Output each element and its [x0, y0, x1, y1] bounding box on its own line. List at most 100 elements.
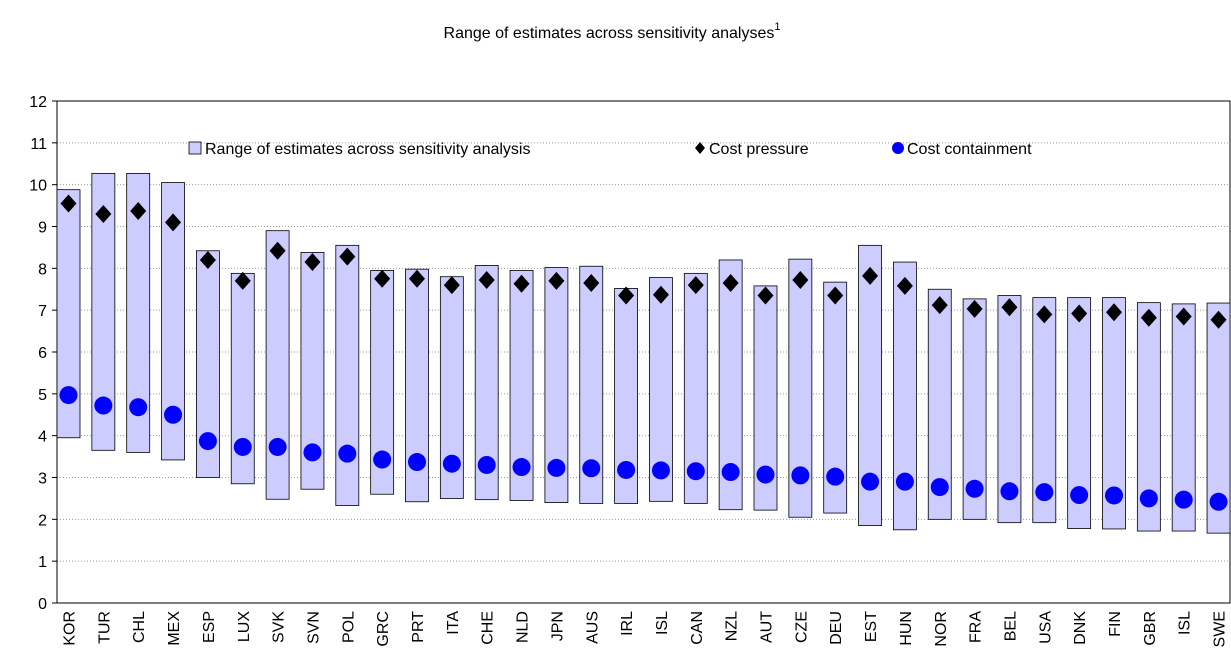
x-tick-label: KOR	[62, 611, 79, 646]
cost-containment-marker	[512, 458, 531, 477]
x-tick-label: SWE	[1212, 611, 1229, 647]
x-tick-label: JPN	[549, 611, 566, 641]
cost-pressure-marker	[687, 276, 704, 295]
cost-containment-marker	[59, 386, 78, 405]
x-tick-label: GRC	[375, 611, 392, 647]
y-tick-label: 0	[38, 596, 47, 613]
x-tick-label: AUS	[584, 611, 601, 644]
cost-containment-marker	[930, 478, 949, 497]
cost-pressure-marker	[1106, 303, 1122, 322]
x-tick-label: TUR	[96, 611, 113, 644]
cost-containment-marker	[1139, 489, 1158, 508]
cost-containment-marker	[1174, 490, 1193, 509]
cost-containment-marker	[303, 443, 322, 462]
range-bar	[1032, 297, 1057, 524]
x-tick-label: LUX	[236, 611, 253, 642]
y-tick-label: 3	[38, 471, 47, 488]
cost-pressure-marker	[443, 276, 460, 295]
cost-containment-marker	[268, 437, 287, 456]
x-tick-label: ISL	[654, 611, 671, 635]
x-tick-label: SVK	[271, 611, 288, 643]
range-bar	[579, 265, 604, 504]
title-superscript: 1	[774, 21, 780, 33]
range-bar	[718, 259, 743, 511]
x-tick-label: GBR	[1142, 611, 1159, 646]
cost-pressure-marker	[1140, 308, 1157, 327]
x-tick-label: CZE	[793, 611, 810, 643]
cost-pressure-marker	[1036, 305, 1053, 324]
cost-pressure-marker	[1001, 298, 1018, 317]
cost-pressure-marker	[199, 250, 216, 269]
range-bar	[335, 244, 360, 506]
cost-pressure-marker	[165, 213, 182, 232]
x-tick-label: FIN	[1107, 611, 1124, 637]
cost-pressure-marker	[652, 285, 669, 304]
x-tick-label: CHL	[131, 611, 148, 643]
cost-pressure-marker	[896, 276, 913, 295]
y-tick-label: 1	[38, 554, 47, 571]
x-tick-label: DEU	[828, 611, 845, 645]
y-tick-label: 8	[38, 261, 47, 278]
legend-label: Cost pressure	[709, 141, 809, 158]
x-tick-label: NOR	[933, 611, 950, 647]
cost-pressure-marker	[722, 273, 739, 292]
range-bar	[1171, 303, 1196, 532]
legend-label: Cost containment	[907, 141, 1032, 158]
range-bar	[161, 182, 185, 461]
range-bar	[753, 285, 778, 511]
cost-containment-marker	[373, 450, 392, 469]
cost-pressure-marker	[409, 269, 425, 288]
x-tick-label: IRL	[619, 611, 636, 636]
cost-containment-marker	[198, 432, 217, 451]
range-bar	[56, 189, 81, 439]
cost-containment-marker	[233, 437, 252, 456]
cost-containment-marker	[1000, 482, 1019, 501]
x-tick-label: DNK	[1072, 611, 1089, 645]
cost-pressure-marker	[130, 202, 147, 221]
cost-containment-marker	[547, 458, 566, 477]
range-bar	[474, 265, 499, 501]
x-tick-label: POL	[340, 611, 357, 643]
cost-containment-marker	[721, 463, 740, 482]
cost-containment-marker	[1209, 492, 1228, 511]
y-tick-label: 10	[29, 178, 47, 195]
cost-containment-marker	[442, 454, 461, 473]
legend-label: Range of estimates across sensitivity an…	[205, 141, 530, 158]
cost-pressure-marker	[374, 269, 391, 288]
cost-pressure-marker	[757, 286, 774, 305]
y-tick-label: 4	[38, 429, 47, 446]
y-tick-label: 9	[38, 220, 47, 237]
cost-pressure-marker	[304, 253, 321, 272]
cost-containment-marker	[338, 444, 357, 463]
cost-pressure-marker	[931, 296, 948, 315]
range-bar	[893, 261, 917, 531]
cost-containment-marker	[129, 398, 148, 417]
cost-pressure-marker	[269, 241, 286, 260]
cost-pressure-marker	[792, 271, 809, 290]
cost-containment-marker	[826, 467, 845, 486]
cost-containment-marker	[651, 461, 670, 480]
x-tick-label: PRT	[410, 611, 427, 643]
cost-pressure-marker	[618, 286, 635, 305]
x-tick-label: USA	[1037, 611, 1054, 644]
cost-containment-marker	[477, 455, 496, 474]
range-bar	[649, 277, 673, 502]
cost-containment-marker	[1070, 486, 1089, 505]
legend-marker	[892, 142, 904, 154]
x-tick-label: ESP	[201, 611, 218, 643]
cost-pressure-marker	[234, 271, 251, 290]
cost-pressure-marker	[1175, 307, 1192, 326]
cost-pressure-marker	[966, 299, 983, 318]
cost-containment-marker	[164, 405, 183, 424]
x-tick-label: EST	[863, 611, 880, 642]
range-bar	[858, 244, 882, 527]
y-tick-label: 6	[38, 345, 47, 362]
x-tick-label: NLD	[515, 611, 532, 643]
cost-containment-marker	[686, 462, 705, 481]
range-bar	[195, 250, 220, 478]
y-tick-label: 5	[38, 387, 47, 404]
x-tick-label: HUN	[898, 611, 915, 646]
cost-pressure-marker	[1071, 304, 1088, 323]
range-bar	[126, 172, 151, 453]
